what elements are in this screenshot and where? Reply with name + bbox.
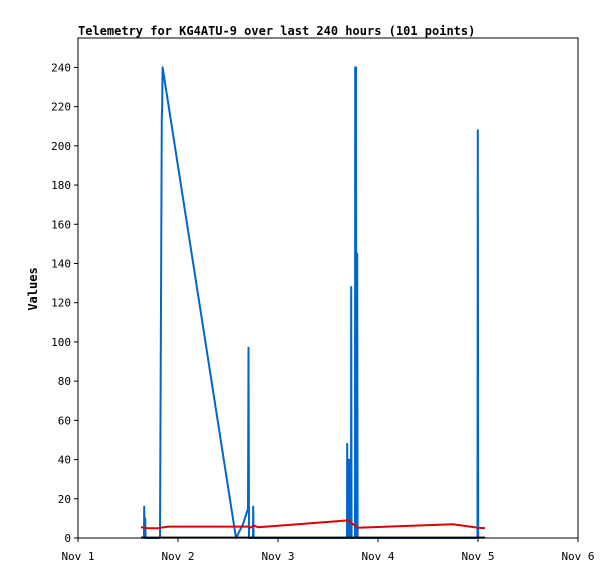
y-tick-label: 160 (51, 218, 71, 231)
x-tick-label: Nov 6 (561, 550, 594, 563)
y-axis-label: Values (26, 267, 40, 310)
y-tick-label: 220 (51, 101, 71, 114)
y-tick-label: 20 (58, 493, 71, 506)
y-tick-label: 120 (51, 297, 71, 310)
y-tick-label: 240 (51, 61, 71, 74)
x-tick-label: Nov 3 (261, 550, 294, 563)
y-axis: 0 20 40 60 80 100 120 140 160 180 200 220 240 (51, 61, 78, 545)
series-group (140, 66, 486, 539)
x-tick-label: Nov 2 (161, 550, 194, 563)
chart-title: Telemetry for KG4ATU-9 over last 240 hou… (78, 24, 475, 38)
plot-area (77, 37, 579, 539)
y-tick-label: 80 (58, 375, 71, 388)
y-tick-label: 140 (51, 257, 71, 270)
x-tick-label: Nov 5 (461, 550, 494, 563)
y-tick-label: 180 (51, 179, 71, 192)
y-tick-label: 60 (58, 414, 71, 427)
x-axis: Nov 1 Nov 2 Nov 3 Nov 4 Nov 5 Nov 6 (61, 538, 595, 563)
series-line-2 (140, 519, 486, 530)
series-line-1 (143, 66, 480, 539)
y-tick-label: 0 (64, 532, 71, 545)
x-tick-label: Nov 4 (361, 550, 394, 563)
x-tick-label: Nov 1 (61, 550, 94, 563)
y-tick-label: 100 (51, 336, 71, 349)
y-tick-label: 40 (58, 454, 71, 467)
y-tick-label: 200 (51, 140, 71, 153)
